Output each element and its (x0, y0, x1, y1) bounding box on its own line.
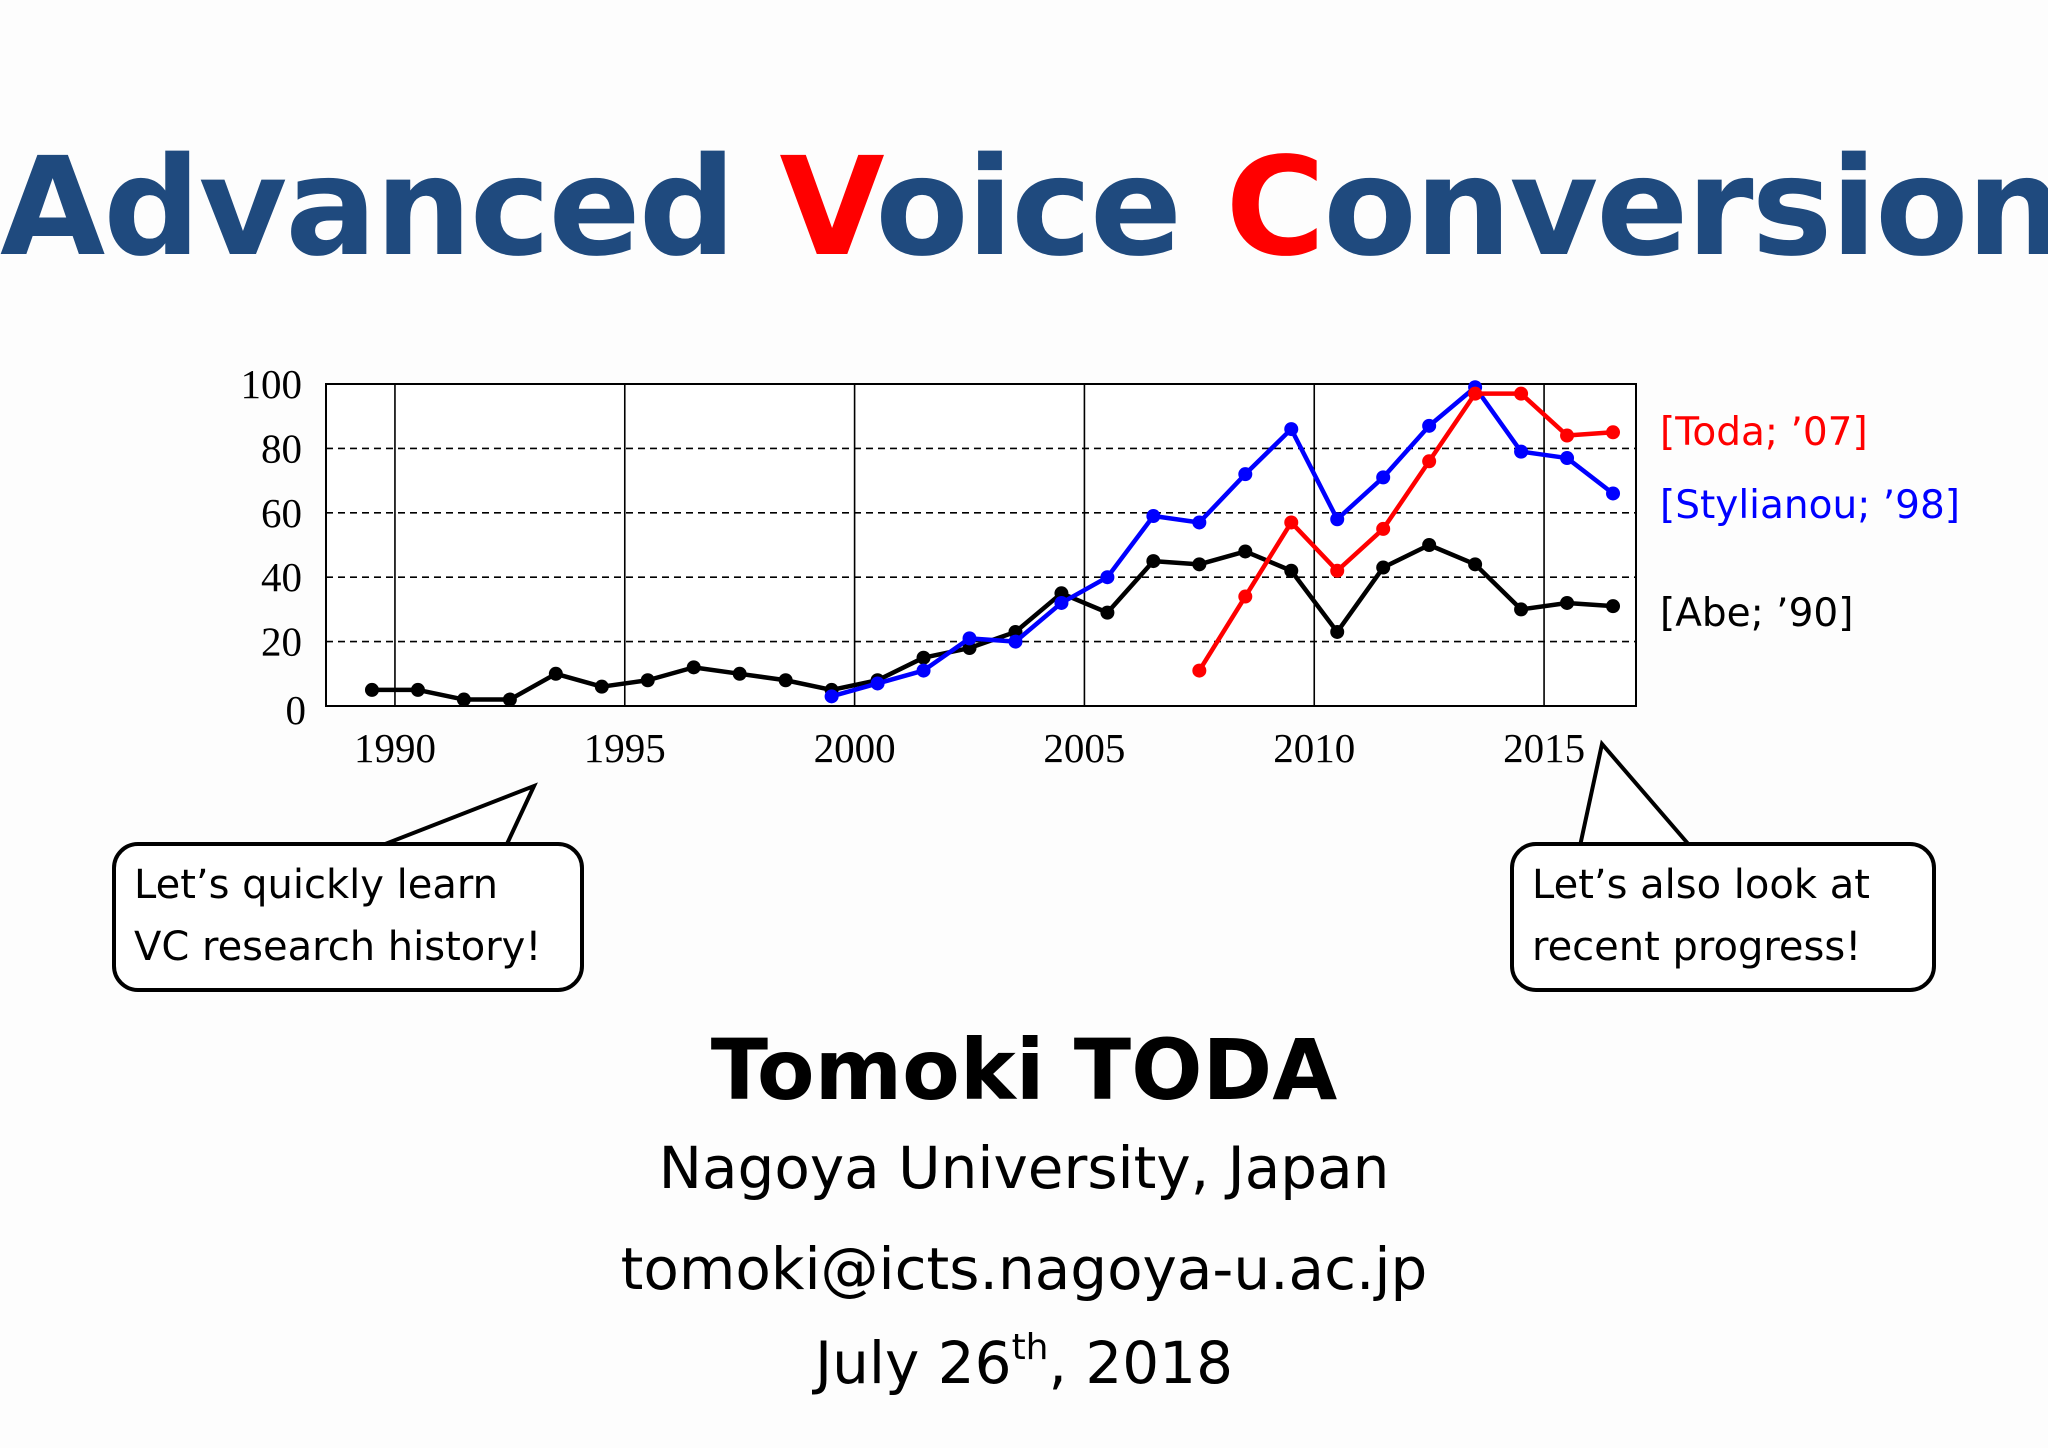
data-point (1054, 595, 1069, 610)
y-tick-label: 0 (286, 687, 307, 733)
data-point (1192, 557, 1207, 572)
data-point (1284, 563, 1299, 578)
data-point (1560, 428, 1575, 443)
author-name: Tomoki TODA (710, 1021, 1338, 1119)
data-point (1238, 589, 1253, 604)
data-point (1560, 451, 1575, 466)
left-callout-pointer (379, 782, 538, 848)
data-point (1284, 422, 1299, 437)
data-point (962, 631, 977, 646)
y-tick-label: 20 (261, 619, 302, 665)
y-tick-label: 100 (241, 361, 303, 407)
data-point (1100, 605, 1115, 620)
data-point (1100, 570, 1115, 585)
date-rest: , 2018 (1048, 1329, 1233, 1397)
data-point (824, 689, 839, 704)
data-point (1008, 634, 1023, 649)
data-point (1376, 470, 1391, 485)
data-point (916, 650, 931, 665)
author-affiliation: Nagoya University, Japan (658, 1134, 1390, 1202)
data-point (916, 663, 931, 678)
data-point (364, 682, 379, 697)
y-tick-label: 40 (261, 554, 302, 600)
data-point (1514, 602, 1529, 617)
legend-abe: [Abe; ’90] (1660, 591, 1854, 636)
data-point (870, 676, 885, 691)
data-point (456, 692, 471, 707)
y-tick-label: 60 (261, 490, 302, 536)
legend-toda: [Toda; ’07] (1660, 410, 1868, 455)
title-highlight-letter: V (779, 129, 877, 287)
data-point (1606, 486, 1621, 501)
data-point (1606, 425, 1621, 440)
date-ordinal-suffix: th (1011, 1327, 1049, 1368)
data-point (1238, 544, 1253, 559)
data-point (1008, 624, 1023, 639)
plot-frame (325, 383, 1637, 707)
right-callout-bubble: Let’s also look at recent progress! (1510, 842, 1936, 992)
data-point (1560, 595, 1575, 610)
right-callout-pointer (1578, 739, 1692, 848)
data-point (1606, 599, 1621, 614)
left-callout-bubble: Let’s quickly learn VC research history! (112, 842, 584, 992)
presentation-date: July 26th, 2018 (0, 1328, 2048, 1398)
data-point (1238, 467, 1253, 482)
title-highlight-letter: C (1225, 129, 1326, 287)
data-point (1422, 418, 1437, 433)
x-tick-label: 2000 (814, 725, 896, 771)
data-point (548, 666, 563, 681)
x-tick-label: 1990 (354, 725, 436, 771)
right-callout-line2: recent progress! (1532, 924, 1862, 970)
date-prefix: July 26 (815, 1329, 1012, 1397)
data-point (962, 641, 977, 656)
data-point (1376, 521, 1391, 536)
author-email: tomoki@icts.nagoya-u.ac.jp (620, 1235, 1428, 1303)
y-tick-label: 80 (261, 425, 302, 471)
data-point (410, 682, 425, 697)
data-point (594, 679, 609, 694)
title-text-part: onversion (1323, 129, 2048, 287)
data-point (778, 673, 793, 688)
data-point (1376, 560, 1391, 575)
data-point (502, 692, 517, 707)
data-point (1146, 509, 1161, 524)
data-point (1330, 563, 1345, 578)
x-tick-label: 1995 (584, 725, 666, 771)
title-text-part: Advanced (0, 129, 780, 287)
data-point (1468, 386, 1483, 401)
x-tick-label: 2005 (1043, 725, 1125, 771)
data-point (640, 673, 655, 688)
data-point (1330, 512, 1345, 527)
left-callout-line1: Let’s quickly learn (134, 862, 498, 908)
data-point (1284, 515, 1299, 530)
slide-title: Advanced Voice Conversion (0, 128, 2048, 288)
series-line (831, 384, 1615, 699)
data-point (1330, 624, 1345, 639)
data-point (1514, 444, 1529, 459)
series-line (1197, 391, 1614, 672)
data-point (1054, 586, 1069, 601)
data-point (686, 660, 701, 675)
data-point (1422, 538, 1437, 552)
x-tick-label: 2010 (1273, 725, 1355, 771)
data-point (732, 666, 747, 681)
data-point (1514, 386, 1529, 401)
legend-stylianou: [Stylianou; ’98] (1660, 483, 1960, 528)
data-point (1146, 554, 1161, 569)
right-callout-line1: Let’s also look at (1532, 862, 1870, 908)
x-tick-label: 2015 (1503, 725, 1585, 771)
data-point (1192, 663, 1207, 678)
left-callout-line2: VC research history! (134, 924, 542, 970)
title-text-part: oice (875, 129, 1226, 287)
data-point (1468, 557, 1483, 572)
data-point (1192, 515, 1207, 530)
data-point (1422, 454, 1437, 469)
